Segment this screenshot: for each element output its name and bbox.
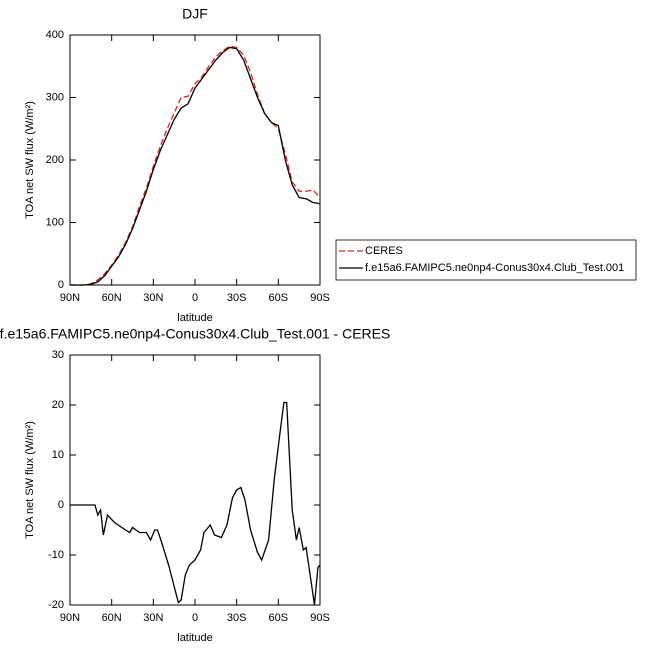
y-tick-label: 20 [52,399,64,411]
chart-title: DJF [182,6,208,22]
y-tick-label: 400 [46,29,64,41]
x-tick-label: 90S [310,612,330,624]
x-tick-label: 0 [192,292,198,304]
y-tick-label: -20 [48,599,64,611]
x-tick-label: 60S [269,612,289,624]
x-tick-label: 60S [269,292,289,304]
data-line [70,46,321,286]
y-tick-label: 100 [46,216,64,228]
x-tick-label: 30N [143,612,163,624]
legend-label: CERES [365,245,403,257]
x-tick-label: 90N [60,292,80,304]
y-tick-label: 10 [52,449,64,461]
chart-title: f.e15a6.FAMIPC5.ne0np4-Conus30x4.Club_Te… [0,326,390,342]
x-tick-label: 60N [102,612,122,624]
y-tick-label: -10 [48,549,64,561]
data-line [70,401,321,606]
y-tick-label: 30 [52,349,64,361]
x-tick-label: 90S [310,292,330,304]
x-axis-label: latitude [177,632,212,644]
plot-frame [69,34,321,286]
y-tick-label: 200 [46,154,64,166]
x-tick-label: 0 [192,612,198,624]
y-axis-label: TOA net SW flux (W/m²) [24,101,36,219]
x-tick-label: 30S [227,292,247,304]
x-tick-label: 90N [60,612,80,624]
y-tick-label: 0 [58,499,64,511]
x-tick-label: 30N [143,292,163,304]
legend-box [335,239,637,281]
y-axis-label: TOA net SW flux (W/m²) [24,421,36,539]
data-line [70,45,321,286]
x-tick-label: 30S [227,612,247,624]
x-tick-label: 60N [102,292,122,304]
x-axis-label: latitude [177,312,212,324]
legend-label: f.e15a6.FAMIPC5.ne0np4-Conus30x4.Club_Te… [365,262,624,274]
plot-frame [69,354,321,606]
y-tick-label: 300 [46,91,64,103]
y-tick-label: 0 [58,279,64,291]
